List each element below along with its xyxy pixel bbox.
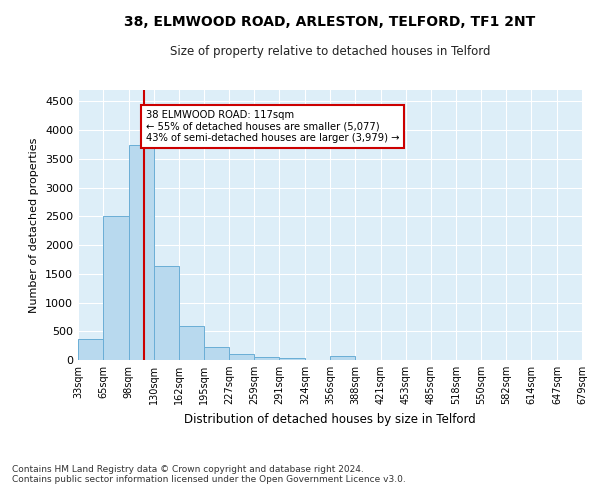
Bar [229, 354, 254, 360]
Bar [103, 216, 129, 360]
Bar [129, 144, 154, 360]
Y-axis label: Number of detached properties: Number of detached properties [29, 138, 40, 312]
Text: Size of property relative to detached houses in Telford: Size of property relative to detached ho… [170, 45, 490, 58]
Bar [78, 338, 103, 360]
Bar [254, 356, 279, 360]
Text: 38 ELMWOOD ROAD: 117sqm
← 55% of detached houses are smaller (5,077)
43% of semi: 38 ELMWOOD ROAD: 117sqm ← 55% of detache… [146, 110, 400, 144]
Bar [154, 266, 179, 360]
Text: Distribution of detached houses by size in Telford: Distribution of detached houses by size … [184, 412, 476, 426]
Bar [330, 356, 355, 360]
Bar [279, 358, 305, 360]
Bar [179, 326, 205, 360]
Text: Contains HM Land Registry data © Crown copyright and database right 2024.
Contai: Contains HM Land Registry data © Crown c… [12, 465, 406, 484]
Text: 38, ELMWOOD ROAD, ARLESTON, TELFORD, TF1 2NT: 38, ELMWOOD ROAD, ARLESTON, TELFORD, TF1… [124, 15, 536, 29]
Bar [205, 348, 229, 360]
